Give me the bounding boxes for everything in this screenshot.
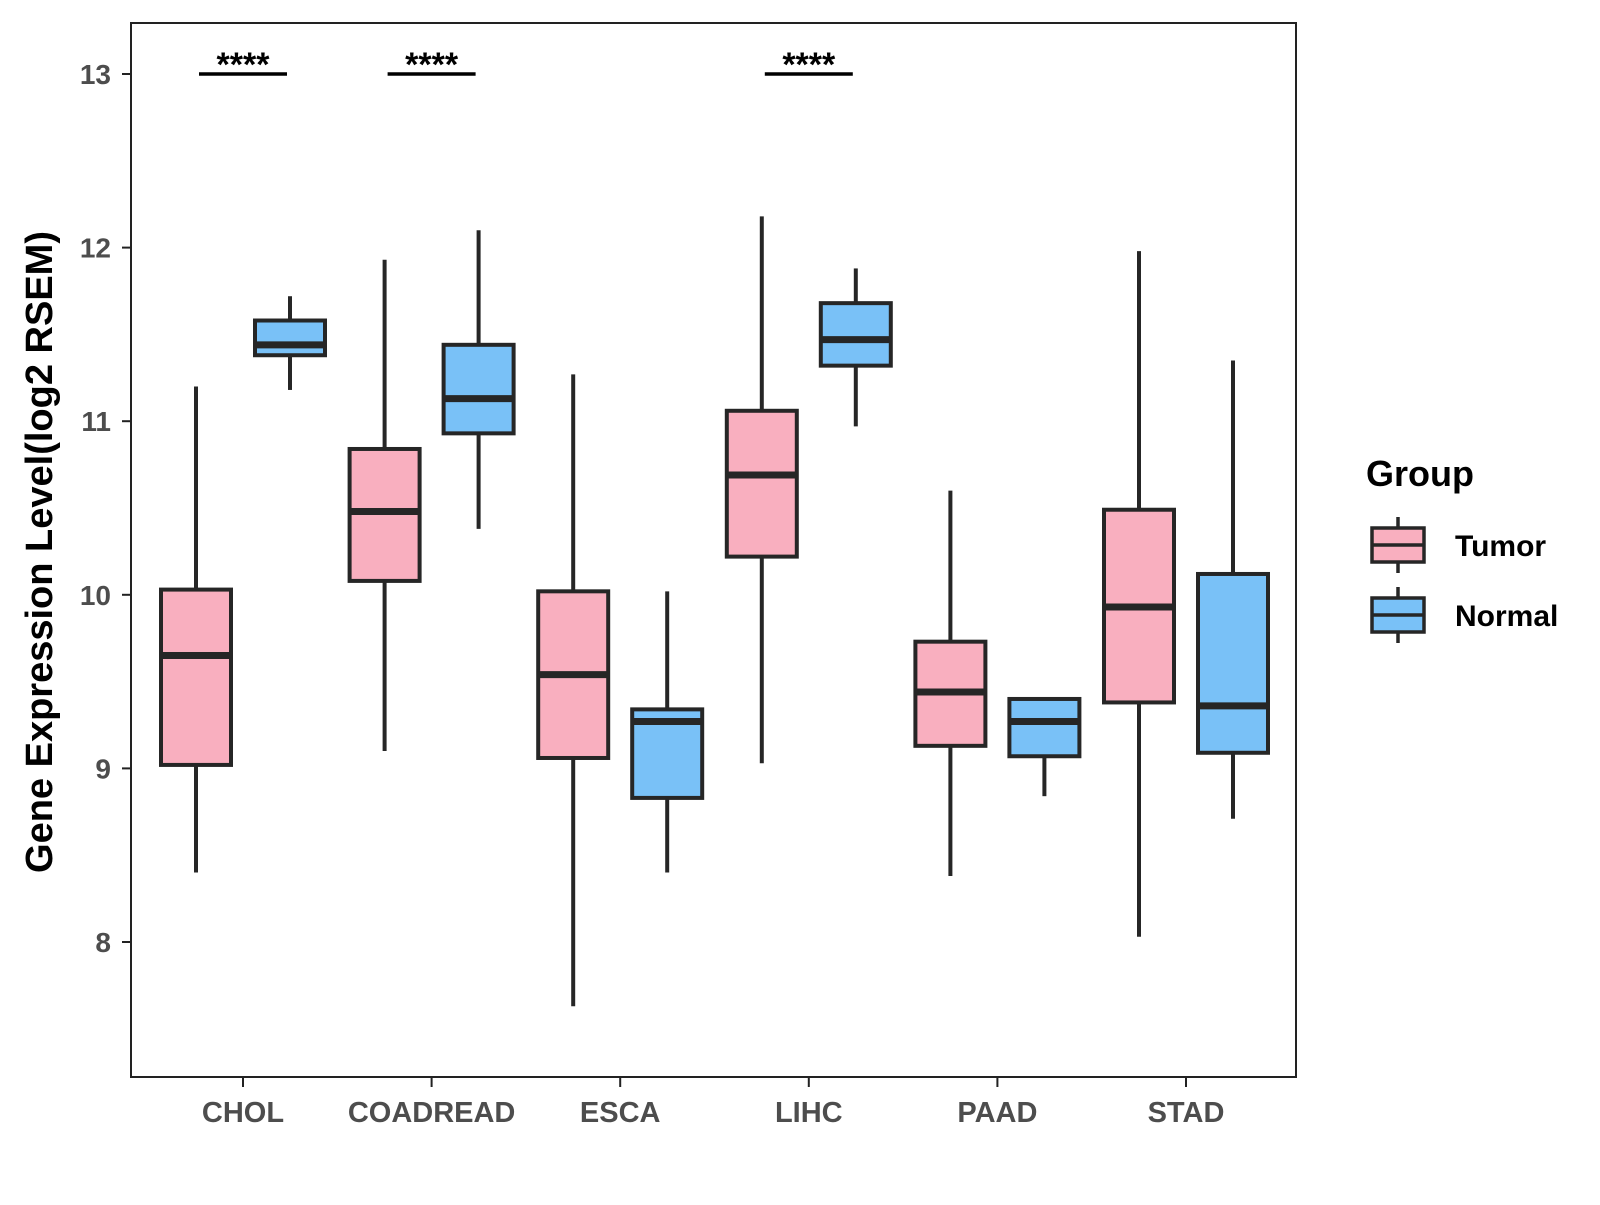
legend-entries: Tumor Normal (1370, 517, 1558, 643)
box-body (818, 301, 893, 368)
x-tick-label: ESCA (580, 1097, 661, 1129)
box-normal-stad (1196, 360, 1270, 819)
box-body (253, 318, 327, 358)
significance-label: **** (782, 46, 836, 84)
y-tick-label: 9 (95, 753, 111, 784)
plot-panel-border (130, 22, 1297, 1078)
box-normal-lihc (818, 268, 893, 427)
x-tick-label: LIHC (775, 1097, 843, 1129)
y-tick-label: 8 (95, 927, 111, 958)
box-body (724, 408, 799, 559)
x-tick-label: PAAD (957, 1097, 1037, 1129)
y-tick-label: 12 (80, 233, 111, 264)
box-body (1007, 696, 1082, 759)
box-body (159, 587, 233, 767)
legend-title: Group (1366, 453, 1474, 494)
y-axis-title: Gene Expression Level(log2 RSEM) (19, 231, 61, 873)
significance-chol: **** (199, 46, 287, 84)
box-tumor-chol (159, 386, 233, 873)
box-normal-esca (630, 591, 705, 873)
box-normal-coadread (441, 230, 516, 529)
legend-label: Normal (1455, 600, 1558, 633)
legend-label: Tumor (1455, 530, 1546, 563)
box-body (441, 342, 516, 436)
significance-coadread: **** (387, 46, 476, 84)
legend-entry-normal: Normal (1370, 587, 1558, 643)
y-tick-label: 11 (81, 406, 111, 437)
plot-layer: 8 9 10 11 12 13 CHOL COADREAD ESCA LIHC PAAD STAD **… (80, 46, 1270, 1129)
box-normal-chol (253, 296, 327, 390)
legend: Group Tumor Normal (1366, 453, 1558, 643)
box-tumor-esca (536, 374, 611, 1007)
significance-label: **** (217, 46, 271, 84)
x-tick-label: COADREAD (348, 1097, 516, 1129)
y-tick-label: 10 (80, 580, 111, 611)
x-tick-label: STAD (1148, 1097, 1225, 1129)
box-tumor-coadread (347, 259, 422, 752)
box-normal-paad (1007, 696, 1082, 797)
y-tick-label: 13 (80, 59, 111, 90)
box-tumor-paad (913, 490, 988, 877)
significance-lihc: **** (764, 46, 853, 84)
box-tumor-stad (1102, 251, 1176, 937)
x-tick-label: CHOL (202, 1097, 284, 1129)
significance-label: **** (405, 46, 459, 84)
legend-entry-tumor: Tumor (1370, 517, 1546, 573)
box-tumor-lihc (724, 216, 799, 764)
box-body (1196, 571, 1270, 755)
